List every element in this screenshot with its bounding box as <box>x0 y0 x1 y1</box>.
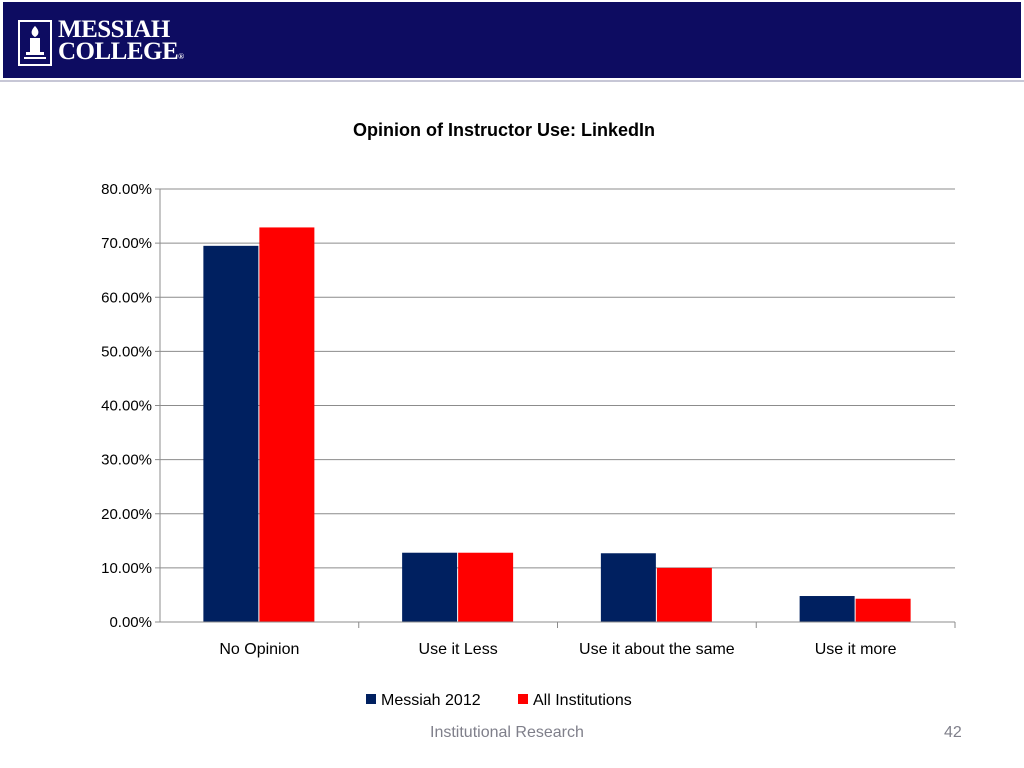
x-tick-label: Use it more <box>815 641 897 658</box>
footer-text: Institutional Research <box>430 724 584 741</box>
logo-line-2: COLLEGE <box>58 37 179 65</box>
messiah-college-logo: MESSIAH COLLEGE® <box>18 17 184 69</box>
y-tick-label: 50.00% <box>101 343 152 360</box>
y-tick-label: 60.00% <box>101 289 152 306</box>
y-tick-label: 20.00% <box>101 506 152 523</box>
page-number: 42 <box>944 724 962 741</box>
bar-messiah-2012 <box>799 596 855 622</box>
lamp-seal-icon <box>18 20 52 66</box>
bar-all-institutions <box>855 598 911 622</box>
legend-swatch <box>518 694 528 704</box>
y-tick-label: 80.00% <box>101 181 152 198</box>
y-tick-label: 0.00% <box>109 614 152 631</box>
chart-title: Opinion of Instructor Use: LinkedIn <box>353 120 655 140</box>
logo-line-1: MESSIAH <box>58 15 170 43</box>
bar-all-institutions <box>656 567 712 622</box>
logo-wordmark: MESSIAH COLLEGE® <box>58 15 185 68</box>
x-tick-label: Use it Less <box>419 641 498 658</box>
legend-label: All Institutions <box>533 692 632 709</box>
bar-messiah-2012 <box>402 552 458 622</box>
registered-mark: ® <box>178 51 185 61</box>
axes: 0.00% 10.00% 20.00% 30.00% 40.00% 50.00% 60.00… <box>101 181 956 658</box>
slide-header: MESSIAH COLLEGE® <box>0 0 1024 80</box>
y-tick-label: 10.00% <box>101 560 152 577</box>
x-tick-label: No Opinion <box>219 641 299 658</box>
legend-swatch <box>366 694 376 704</box>
bars <box>203 227 911 623</box>
header-band <box>3 2 1021 78</box>
x-tick-label: Use it about the same <box>579 641 735 658</box>
y-tick-label: 70.00% <box>101 235 152 252</box>
bar-all-institutions <box>458 552 514 622</box>
bar-messiah-2012 <box>203 245 259 623</box>
legend: Messiah 2012 All Institutions <box>366 692 632 709</box>
header-rule <box>0 80 1024 82</box>
bar-messiah-2012 <box>600 553 656 622</box>
legend-label: Messiah 2012 <box>381 692 481 709</box>
y-tick-label: 40.00% <box>101 398 152 415</box>
y-tick-label: 30.00% <box>101 452 152 469</box>
bar-all-institutions <box>259 227 315 622</box>
